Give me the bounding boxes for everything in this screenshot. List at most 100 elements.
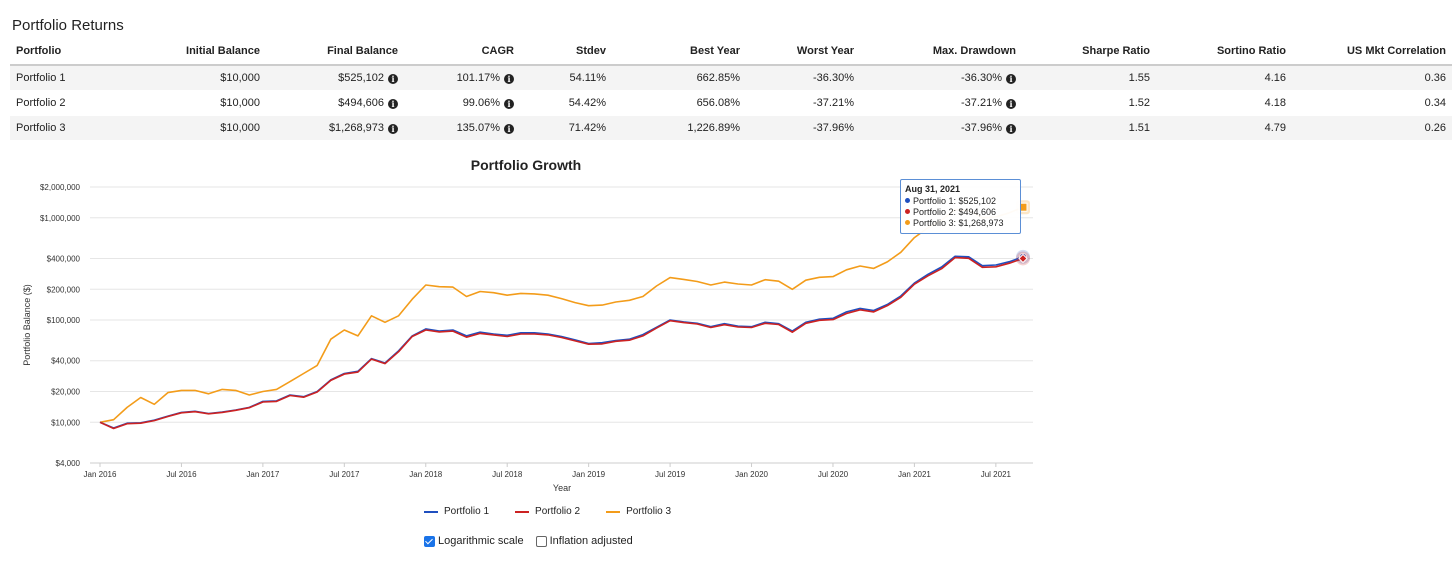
x-tick-label: Jul 2018 — [492, 470, 523, 479]
legend-item-portfolio-3[interactable]: Portfolio 3 — [606, 506, 671, 517]
table-row: Portfolio 2 $10,000 $494,606 i 99.06% i 54… — [10, 90, 1452, 116]
col-worst-year[interactable]: Worst Year — [746, 40, 860, 66]
table-row: Portfolio 1 $10,000 $525,102 i 101.17% i 5… — [10, 65, 1452, 91]
cell-stdev: 54.11% — [520, 65, 612, 91]
cell-portfolio: Portfolio 1 — [10, 65, 118, 91]
cell-cagr: 135.07% i — [404, 115, 520, 141]
cell-sharpe: 1.52 — [1022, 90, 1156, 116]
series-line-portfolio-1 — [99, 255, 1024, 429]
info-icon[interactable]: i — [504, 124, 514, 134]
cell-sharpe: 1.55 — [1022, 65, 1156, 91]
log-scale-checkbox[interactable] — [424, 535, 435, 547]
returns-table: Portfolio Initial Balance Final Balance … — [10, 40, 1452, 141]
col-cagr[interactable]: CAGR — [404, 40, 520, 66]
y-tick-label: $1,000,000 — [40, 214, 81, 223]
y-tick-label: $4,000 — [56, 459, 81, 468]
cell-final: $525,102 i — [266, 65, 404, 91]
cell-worst: -37.21% — [746, 90, 860, 116]
cell-worst: -36.30% — [746, 65, 860, 91]
log-scale-option[interactable]: Logarithmic scale — [424, 535, 524, 547]
cell-corr: 0.34 — [1292, 90, 1452, 116]
tooltip-line-p1: Portfolio 1: $525,102 — [905, 196, 1016, 207]
chart-options: Logarithmic scale Inflation adjusted — [424, 535, 633, 547]
series-line-portfolio-2 — [99, 256, 1024, 430]
info-icon[interactable]: i — [388, 74, 398, 84]
info-icon[interactable]: i — [1006, 74, 1016, 84]
x-tick-label: Jan 2019 — [572, 470, 605, 479]
cell-worst: -37.96% — [746, 115, 860, 141]
cell-best: 656.08% — [612, 90, 746, 116]
cell-stdev: 71.42% — [520, 115, 612, 141]
info-icon[interactable]: i — [1006, 99, 1016, 109]
y-tick-label: $400,000 — [47, 254, 81, 263]
cell-stdev: 54.42% — [520, 90, 612, 116]
y-tick-label: $40,000 — [51, 357, 80, 366]
chart-title: Portfolio Growth — [471, 157, 581, 173]
inflation-option[interactable]: Inflation adjusted — [535, 535, 633, 547]
x-tick-label: Jul 2020 — [818, 470, 849, 479]
cell-portfolio: Portfolio 2 — [10, 90, 118, 116]
x-tick-label: Jul 2021 — [981, 470, 1012, 479]
cell-sharpe: 1.51 — [1022, 115, 1156, 141]
col-final-balance[interactable]: Final Balance — [266, 40, 404, 66]
x-tick-label: Jan 2021 — [898, 470, 931, 479]
cell-initial: $10,000 — [118, 90, 266, 116]
col-stdev[interactable]: Stdev — [520, 40, 612, 66]
info-icon[interactable]: i — [504, 99, 514, 109]
cell-best: 1,226.89% — [612, 115, 746, 141]
cell-final: $494,606 i — [266, 90, 404, 116]
col-initial-balance[interactable]: Initial Balance — [118, 40, 266, 66]
cell-final: $1,268,973 i — [266, 115, 404, 141]
x-tick-label: Jul 2017 — [329, 470, 360, 479]
section-title: Portfolio Returns — [12, 17, 124, 34]
x-tick-label: Jul 2016 — [166, 470, 197, 479]
y-tick-label: $20,000 — [51, 388, 80, 397]
series-line-portfolio-3 — [99, 206, 1024, 424]
cell-corr: 0.36 — [1292, 65, 1452, 91]
legend-item-portfolio-2[interactable]: Portfolio 2 — [515, 506, 580, 517]
col-best-year[interactable]: Best Year — [612, 40, 746, 66]
portfolio-growth-chart[interactable]: Portfolio Growth $2,000,000 $1,000,000 $400… — [0, 140, 1060, 500]
cell-sortino: 4.18 — [1156, 90, 1292, 116]
cell-cagr: 101.17% i — [404, 65, 520, 91]
cell-drawdown: -37.21% i — [860, 90, 1022, 116]
x-tick-label: Jan 2017 — [246, 470, 279, 479]
cell-initial: $10,000 — [118, 115, 266, 141]
cell-corr: 0.26 — [1292, 115, 1452, 141]
x-tick-label: Jan 2020 — [735, 470, 768, 479]
col-us-mkt-corr[interactable]: US Mkt Correlation — [1292, 40, 1452, 66]
tooltip-date: Aug 31, 2021 — [905, 184, 961, 194]
info-icon[interactable]: i — [388, 99, 398, 109]
tooltip-line-p3: Portfolio 3: $1,268,973 — [905, 218, 1016, 229]
y-axis-label: Portfolio Balance ($) — [22, 284, 32, 366]
cell-initial: $10,000 — [118, 65, 266, 91]
x-axis-label: Year — [553, 483, 571, 493]
info-icon[interactable]: i — [504, 74, 514, 84]
col-sortino[interactable]: Sortino Ratio — [1156, 40, 1292, 66]
x-tick-label: Jan 2018 — [409, 470, 442, 479]
legend-item-portfolio-1[interactable]: Portfolio 1 — [424, 506, 489, 517]
cell-portfolio: Portfolio 3 — [10, 115, 118, 141]
y-tick-label: $10,000 — [51, 418, 80, 427]
cell-cagr: 99.06% i — [404, 90, 520, 116]
cell-sortino: 4.16 — [1156, 65, 1292, 91]
cell-best: 662.85% — [612, 65, 746, 91]
x-tick-label: Jan 2016 — [84, 470, 117, 479]
chart-tooltip: Aug 31, 2021 Portfolio 1: $525,102 Portf… — [900, 179, 1021, 234]
hover-marker-portfolio-2 — [1018, 253, 1028, 264]
table-row: Portfolio 3 $10,000 $1,268,973 i 135.07% i… — [10, 115, 1452, 141]
x-tick-label: Jul 2019 — [655, 470, 686, 479]
y-tick-label: $200,000 — [47, 285, 81, 294]
inflation-checkbox[interactable] — [535, 535, 547, 547]
y-tick-label: $2,000,000 — [40, 183, 81, 192]
y-tick-label: $100,000 — [47, 316, 81, 325]
info-icon[interactable]: i — [1006, 124, 1016, 134]
col-portfolio[interactable]: Portfolio — [10, 40, 118, 66]
info-icon[interactable]: i — [388, 124, 398, 134]
col-max-drawdown[interactable]: Max. Drawdown — [860, 40, 1022, 66]
cell-drawdown: -36.30% i — [860, 65, 1022, 91]
chart-legend: Portfolio 1 Portfolio 2 Portfolio 3 — [424, 506, 671, 517]
table-header-row: Portfolio Initial Balance Final Balance … — [10, 40, 1452, 66]
col-sharpe[interactable]: Sharpe Ratio — [1022, 40, 1156, 66]
cell-sortino: 4.79 — [1156, 115, 1292, 141]
